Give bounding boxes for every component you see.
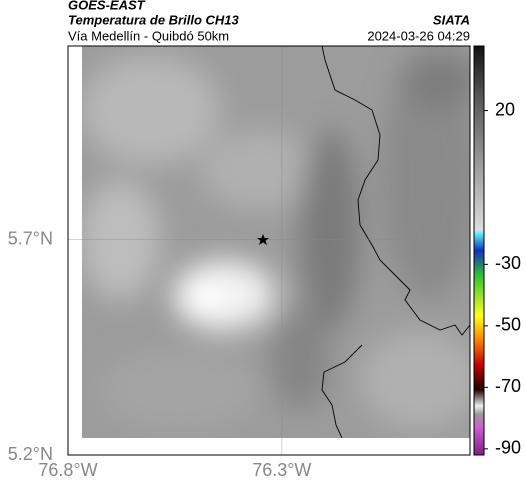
x-tick-label: 76.8°W bbox=[38, 460, 97, 480]
product: Temperatura de Brillo CH13 bbox=[68, 12, 240, 27]
y-tick-label: 5.2°N bbox=[8, 444, 53, 464]
brand: SIATA bbox=[433, 12, 470, 27]
timestamp: 2024-03-26 04:29 bbox=[367, 28, 470, 43]
colorbar-tick-label: -30 bbox=[495, 253, 521, 273]
satellite-image bbox=[82, 46, 470, 438]
x-tick-label: 76.3°W bbox=[252, 460, 311, 480]
location-marker bbox=[257, 234, 269, 245]
map-frame bbox=[67, 45, 471, 456]
colorbar-tick-label: 20 bbox=[495, 99, 515, 119]
colorbar-tick-label: -90 bbox=[495, 438, 521, 458]
region: Vía Medellín - Quibdó 50km bbox=[68, 28, 229, 43]
colorbar-tick-label: -70 bbox=[495, 376, 521, 396]
colorbar-tick-label: -50 bbox=[495, 315, 521, 335]
y-tick-label: 5.7°N bbox=[8, 228, 53, 248]
source: GOES-EAST bbox=[68, 0, 146, 12]
colorbar bbox=[473, 45, 485, 456]
